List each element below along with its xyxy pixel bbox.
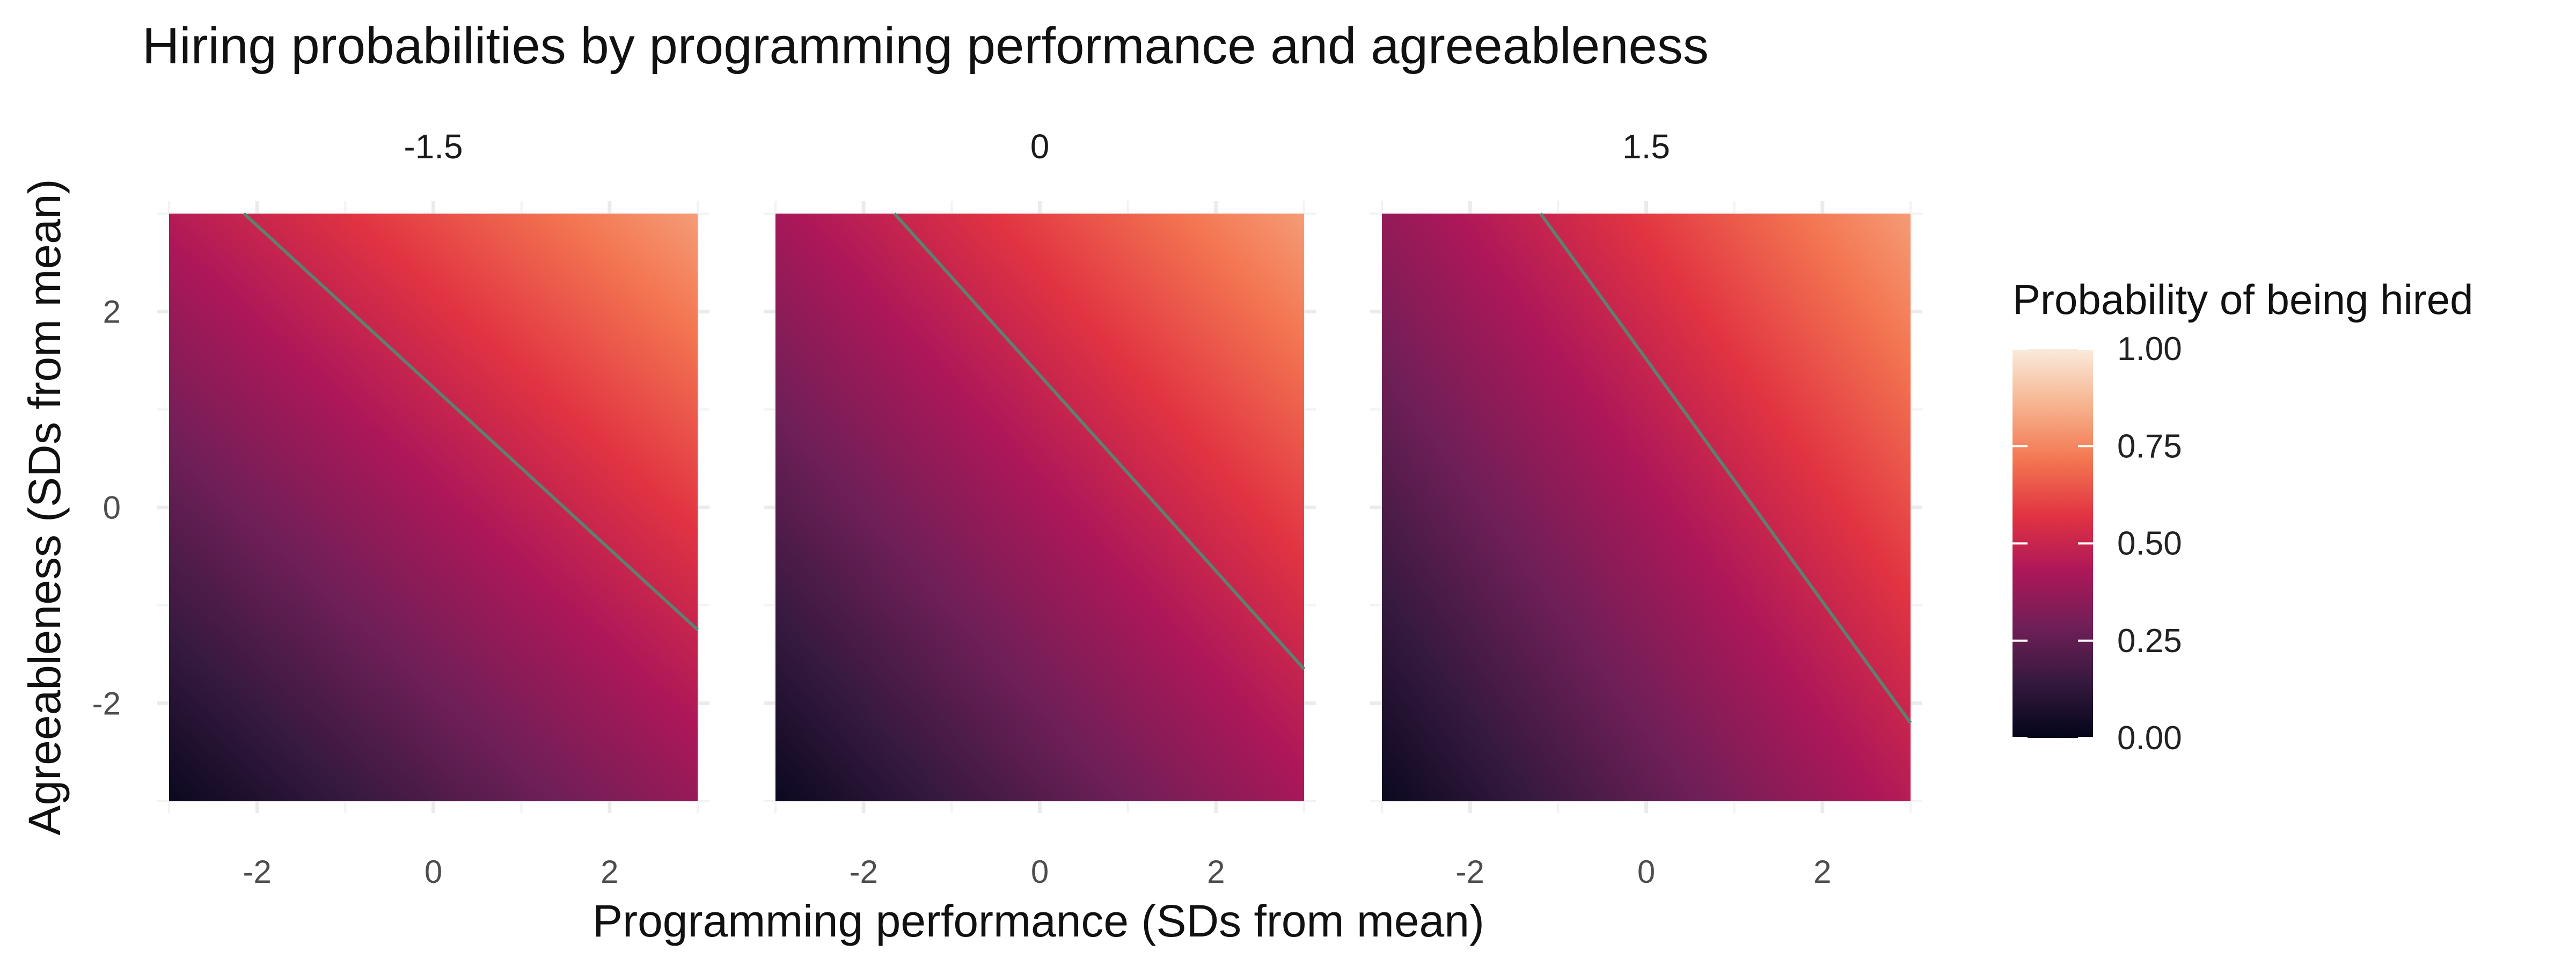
probability-heatmap: [775, 214, 1304, 801]
legend: Probability of being hired 1.00 0.75 0.50 0…: [2012, 276, 2473, 757]
decision-boundary-line: [893, 212, 1306, 670]
x-tick-label: 0: [1637, 854, 1655, 890]
x-tick-label: -2: [849, 854, 877, 890]
probability-heatmap: [169, 214, 698, 801]
facet-panel: 0 -2 0 2: [764, 127, 1316, 890]
x-tick-label: 0: [1031, 854, 1049, 890]
legend-title: Probability of being hired: [2012, 276, 2473, 323]
legend-label: 0.75: [2117, 428, 2182, 465]
y-tick-label: 2: [103, 294, 121, 330]
decision-boundary-line: [1539, 213, 1912, 724]
probability-heatmap: [1382, 214, 1911, 801]
facet-panel: 1.5 -2 0 2: [1370, 127, 1922, 890]
legend-label: 0.25: [2117, 623, 2182, 660]
x-tick-label: -2: [1455, 854, 1484, 890]
legend-label: 1.00: [2117, 331, 2182, 368]
facet-strip-label: -1.5: [404, 127, 463, 166]
y-tick-label: 0: [103, 490, 121, 526]
facet-panels: -1.5 -2 0 2 0 -2 0 2 1.5 -2 0 2 -2 0 2: [92, 127, 1922, 890]
x-tick-label: 2: [601, 854, 618, 890]
x-tick-label: -2: [243, 854, 271, 890]
x-tick-label: 2: [1207, 854, 1225, 890]
chart-title: Hiring probabilities by programming perf…: [142, 17, 1709, 75]
x-axis-title: Programming performance (SDs from mean): [592, 896, 1484, 946]
x-tick-label: 0: [425, 854, 442, 890]
facet-strip-label: 1.5: [1622, 127, 1670, 166]
y-tick-label: -2: [92, 686, 121, 722]
x-tick-label: 2: [1813, 854, 1831, 890]
y-axis-title: Agreeableness (SDs from mean): [19, 179, 70, 835]
facet-strip-label: 0: [1030, 127, 1050, 166]
decision-boundary-line: [243, 212, 699, 631]
legend-label: 0.50: [2117, 525, 2182, 562]
facet-panel: -1.5 -2 0 2: [157, 127, 709, 890]
legend-label: 0.00: [2117, 720, 2182, 757]
